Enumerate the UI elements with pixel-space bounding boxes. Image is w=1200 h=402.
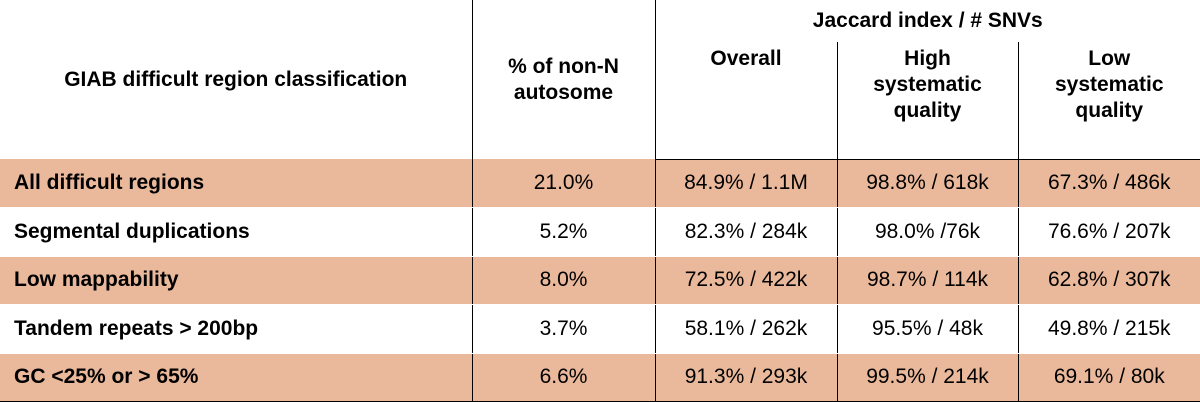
row-pct: 6.6% (471, 353, 655, 402)
row-name: Segmental duplications (0, 207, 472, 257)
row-name: Low mappability (0, 256, 472, 305)
table-row: GC <25% or > 65% 6.6% 91.3% / 293k 99.5%… (0, 353, 1200, 402)
row-overall: 82.3% / 284k (654, 207, 837, 257)
row-low: 67.3% / 486k (1017, 159, 1200, 208)
table-row: Low mappability 8.0% 72.5% / 422k 98.7% … (0, 256, 1200, 305)
row-low: 49.8% / 215k (1017, 304, 1200, 354)
row-high: 98.0% /76k (836, 207, 1018, 257)
row-overall: 91.3% / 293k (654, 353, 837, 402)
row-low: 62.8% / 307k (1017, 256, 1200, 305)
row-high: 98.7% / 114k (836, 256, 1018, 305)
row-name: Tandem repeats > 200bp (0, 304, 472, 354)
header-overall: Overall (654, 42, 837, 160)
row-low: 69.1% / 80k (1017, 353, 1200, 402)
row-overall: 58.1% / 262k (654, 304, 837, 354)
header-high-quality: High systematic quality (836, 42, 1018, 160)
row-overall: 84.9% / 1.1M (654, 159, 837, 208)
row-name: All difficult regions (0, 159, 472, 208)
row-high: 98.8% / 618k (836, 159, 1018, 208)
row-high: 99.5% / 214k (836, 353, 1018, 402)
row-pct: 21.0% (471, 159, 655, 208)
row-pct: 5.2% (471, 207, 655, 257)
header-jaccard-group: Jaccard index / # SNVs (654, 0, 1200, 42)
row-pct: 8.0% (471, 256, 655, 305)
row-name: GC <25% or > 65% (0, 353, 472, 402)
row-pct: 3.7% (471, 304, 655, 354)
row-low: 76.6% / 207k (1017, 207, 1200, 257)
row-overall: 72.5% / 422k (654, 256, 837, 305)
table-row: Tandem repeats > 200bp 3.7% 58.1% / 262k… (0, 304, 1200, 354)
table-row: Segmental duplications 5.2% 82.3% / 284k… (0, 207, 1200, 257)
header-classification: GIAB difficult region classification (64, 67, 408, 91)
header-pct-autosome: % of non-N autosome (471, 0, 655, 159)
row-high: 95.5% / 48k (836, 304, 1018, 354)
header-low-quality: Low systematic quality (1017, 42, 1200, 160)
table-row: All difficult regions 21.0% 84.9% / 1.1M… (0, 159, 1200, 208)
